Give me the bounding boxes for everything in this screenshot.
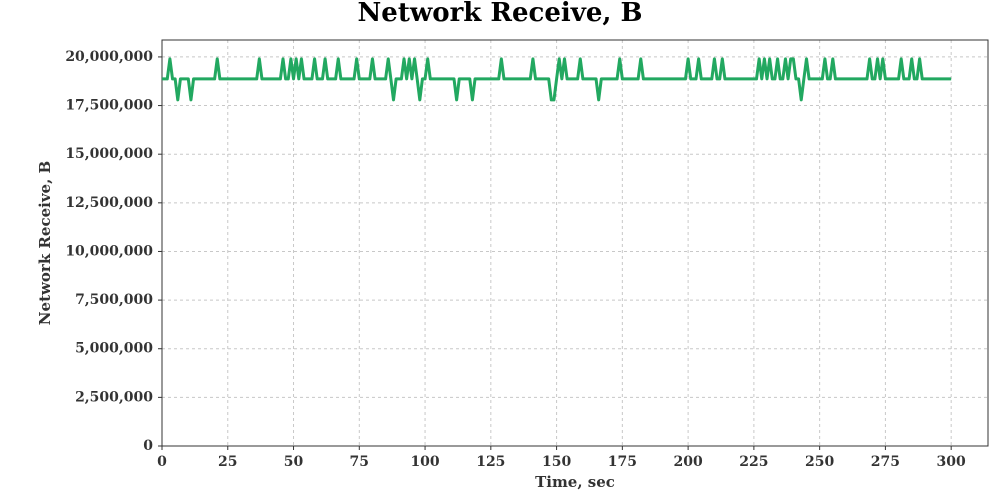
x-tick-label: 50 xyxy=(284,454,304,470)
x-tick-label: 100 xyxy=(410,454,439,470)
y-tick-label: 2,500,000 xyxy=(75,389,153,405)
data-line xyxy=(162,57,952,102)
chart-title: Network Receive, B xyxy=(358,0,643,28)
y-tick-label: 0 xyxy=(143,438,153,454)
x-tick-label: 0 xyxy=(157,454,167,470)
y-tick-label: 7,500,000 xyxy=(75,292,153,308)
x-tick-label: 75 xyxy=(350,454,369,470)
y-tick-label: 5,000,000 xyxy=(75,341,153,357)
plot-frame xyxy=(161,39,989,447)
x-tick-label: 25 xyxy=(218,454,237,470)
y-tick-label: 12,500,000 xyxy=(65,195,153,211)
x-tick-label: 125 xyxy=(476,454,505,470)
x-tick-label: 250 xyxy=(805,454,834,470)
x-tick-label: 275 xyxy=(871,454,900,470)
x-axis-label: Time, sec xyxy=(535,473,615,491)
x-tick-label: 225 xyxy=(739,454,768,470)
y-axis-label: Network Receive, B xyxy=(36,161,54,325)
x-tick-label: 175 xyxy=(608,454,637,470)
y-tick-label: 15,000,000 xyxy=(65,146,153,162)
y-tick-label: 17,500,000 xyxy=(65,98,153,114)
y-tick-label: 10,000,000 xyxy=(65,243,153,259)
y-tick-label: 20,000,000 xyxy=(65,49,153,65)
x-tick-label: 150 xyxy=(542,454,571,470)
x-tick-label: 300 xyxy=(937,454,966,470)
x-tick-label: 200 xyxy=(673,454,702,470)
